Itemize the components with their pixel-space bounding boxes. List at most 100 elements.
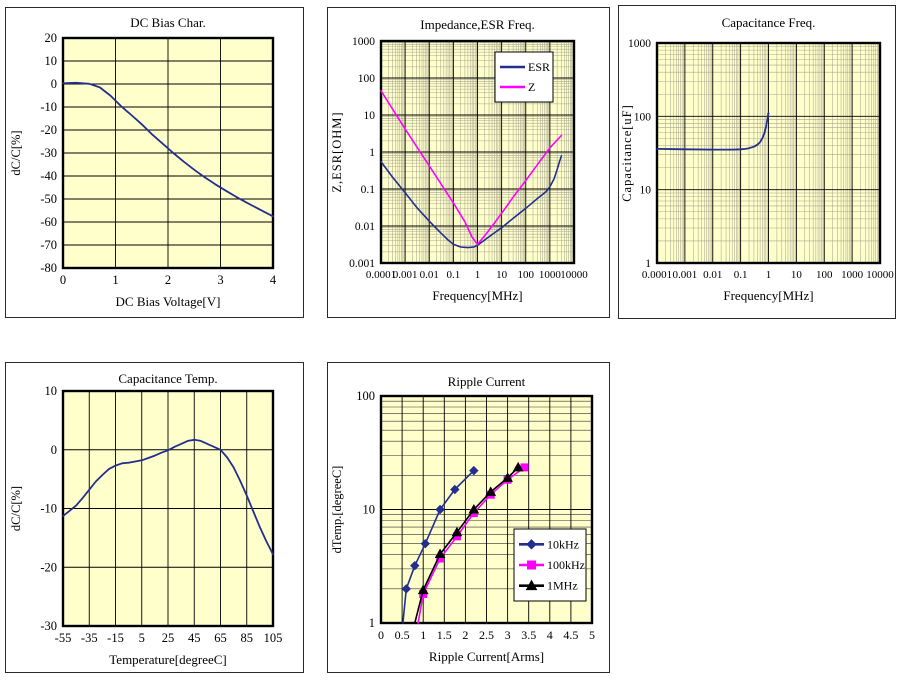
svg-text:25: 25 [162, 631, 175, 645]
ripple-current-chart-panel: Ripple Current 100 10 1 0 0.5 1 1.5 2 2.5 3 3.5 4 4.… [327, 362, 610, 673]
svg-text:0.001: 0.001 [349, 258, 375, 270]
svg-text:0.01: 0.01 [355, 221, 375, 233]
capacitance-temp-chart: 10 0 -10 -20 -30-55 -35 -15 5 25 45 65 85 105 Tempera… [9, 384, 283, 667]
svg-text:1000: 1000 [352, 36, 375, 48]
svg-text:5: 5 [139, 631, 145, 645]
svg-text:4: 4 [547, 628, 553, 642]
dc-bias-chart-panel: DC Bias Char. 20 10 0 -10 -20 -30 -40 -50 -60 -70… [5, 7, 304, 318]
svg-text:0: 0 [378, 628, 384, 642]
svg-text:1000: 1000 [841, 269, 864, 281]
svg-text:10: 10 [45, 384, 58, 398]
svg-text:10: 10 [640, 185, 652, 197]
svg-text:100: 100 [356, 389, 375, 403]
svg-text:DC Bias Voltage[V]: DC Bias Voltage[V] [116, 294, 221, 309]
svg-text:0.0001: 0.0001 [366, 269, 396, 281]
impedance-esr-chart-panel: Impedance,ESR Freq. 1000 100 10 1 0.1 0.01 0.0… [327, 7, 610, 318]
chart-title-capacitance-freq: Capacitance Freq. [721, 15, 816, 30]
svg-text:Temperature[degreeC]: Temperature[degreeC] [109, 652, 226, 667]
svg-text:dC/C[%]: dC/C[%] [9, 130, 23, 175]
svg-text:10000: 10000 [560, 269, 588, 281]
capacitance-freq-chart-panel: Capacitance Freq. 1000 100 10 1 0.0001 0.001 0… [618, 5, 896, 319]
svg-text:0.001: 0.001 [673, 269, 698, 281]
svg-text:Z,ESR[OHM]: Z,ESR[OHM] [330, 111, 344, 192]
svg-text:20: 20 [45, 31, 58, 45]
svg-text:-55: -55 [55, 631, 72, 645]
svg-text:-20: -20 [40, 560, 57, 574]
svg-text:1: 1 [645, 258, 651, 270]
svg-text:-20: -20 [40, 123, 57, 137]
svg-text:105: 105 [264, 631, 283, 645]
svg-text:dTemp.[degreeC]: dTemp.[degreeC] [330, 466, 344, 554]
svg-text:Frequency[MHz]: Frequency[MHz] [432, 288, 522, 303]
svg-text:ESR: ESR [528, 60, 550, 74]
svg-text:1: 1 [475, 269, 481, 281]
svg-text:0.01: 0.01 [420, 269, 439, 281]
svg-text:65: 65 [214, 631, 227, 645]
chart-title-dc-bias: DC Bias Char. [130, 15, 206, 30]
svg-text:100: 100 [816, 269, 833, 281]
svg-text:-80: -80 [40, 261, 57, 275]
svg-text:Capacitance[uF]: Capacitance[uF] [620, 104, 634, 202]
svg-text:1: 1 [420, 628, 426, 642]
svg-text:1: 1 [766, 269, 772, 281]
svg-text:100: 100 [518, 269, 535, 281]
svg-text:Ripple Current[Arms]: Ripple Current[Arms] [429, 649, 544, 664]
svg-text:4.5: 4.5 [563, 628, 578, 642]
svg-text:3.5: 3.5 [521, 628, 536, 642]
svg-text:-40: -40 [40, 169, 57, 183]
svg-text:10: 10 [363, 503, 376, 517]
svg-text:1MHz: 1MHz [547, 579, 578, 593]
svg-text:dC/C[%]: dC/C[%] [9, 486, 23, 531]
svg-text:1.5: 1.5 [437, 628, 452, 642]
svg-text:-70: -70 [40, 238, 57, 252]
svg-text:-50: -50 [40, 192, 57, 206]
svg-text:-10: -10 [40, 100, 57, 114]
svg-text:100: 100 [634, 111, 652, 123]
svg-text:10: 10 [791, 269, 803, 281]
svg-text:3: 3 [505, 628, 511, 642]
svg-text:1: 1 [112, 273, 118, 287]
chart-title-impedance-esr: Impedance,ESR Freq. [420, 17, 535, 32]
svg-text:2: 2 [462, 628, 468, 642]
capacitance-temp-chart-panel: Capacitance Temp. 10 0 -10 -20 -30 -55 -35 -15 5… [5, 362, 304, 673]
svg-text:1: 1 [369, 147, 375, 159]
svg-text:4: 4 [270, 273, 277, 287]
chart-title-capacitance-temp: Capacitance Temp. [118, 371, 218, 386]
svg-text:100kHz: 100kHz [547, 558, 585, 572]
svg-text:0.1: 0.1 [447, 269, 461, 281]
svg-text:1: 1 [369, 616, 375, 630]
svg-text:3: 3 [217, 273, 223, 287]
svg-text:-30: -30 [40, 619, 57, 633]
svg-text:0.0001: 0.0001 [642, 269, 672, 281]
svg-text:-35: -35 [81, 631, 98, 645]
svg-text:0: 0 [51, 443, 57, 457]
svg-text:0.001: 0.001 [393, 269, 418, 281]
svg-text:10: 10 [364, 110, 376, 122]
svg-text:10: 10 [496, 269, 508, 281]
svg-text:85: 85 [241, 631, 254, 645]
svg-text:-15: -15 [107, 631, 124, 645]
svg-text:0: 0 [51, 77, 57, 91]
svg-text:100: 100 [358, 73, 376, 85]
svg-text:10kHz: 10kHz [547, 537, 579, 551]
svg-text:10000: 10000 [866, 269, 894, 281]
chart-title-ripple-current: Ripple Current [447, 374, 526, 389]
svg-text:2: 2 [165, 273, 171, 287]
svg-text:0: 0 [60, 273, 66, 287]
svg-text:Frequency[MHz]: Frequency[MHz] [723, 288, 813, 303]
svg-text:1000: 1000 [539, 269, 562, 281]
svg-text:0.5: 0.5 [395, 628, 410, 642]
svg-text:2.5: 2.5 [479, 628, 494, 642]
svg-text:-30: -30 [40, 146, 57, 160]
svg-text:-10: -10 [40, 502, 57, 516]
svg-text:5: 5 [589, 628, 595, 642]
svg-text:10: 10 [45, 54, 58, 68]
svg-text:0.01: 0.01 [703, 269, 722, 281]
svg-text:Z: Z [528, 80, 535, 94]
svg-text:0.1: 0.1 [734, 269, 748, 281]
svg-text:0.1: 0.1 [361, 184, 376, 196]
